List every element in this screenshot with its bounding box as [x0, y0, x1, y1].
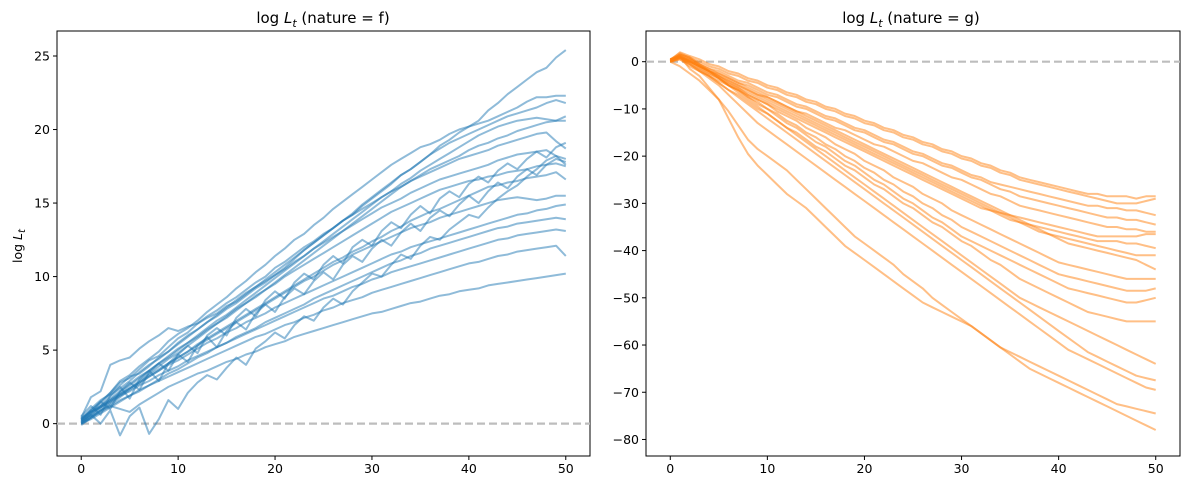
- series-line-16: [80, 155, 567, 437]
- x-axis-ticks: 0 10 20 30 40 50: [77, 456, 574, 476]
- y-tick-label: 0: [42, 416, 50, 431]
- series-line-18: [80, 141, 567, 425]
- y-tick-label: −30: [613, 196, 639, 211]
- series-line-8: [669, 56, 1156, 292]
- series-line-6: [670, 58, 1156, 323]
- series-line-5: [80, 119, 566, 425]
- series-line-12: [669, 56, 1156, 250]
- chart-title: log Lt (nature = f): [256, 9, 389, 30]
- y-tick-label: 20: [34, 122, 50, 137]
- y-axis-ticks: 0 5 10 15 20 25: [34, 49, 57, 431]
- series-line-8: [80, 162, 567, 423]
- series-group: [80, 49, 567, 437]
- plot-frame: [645, 30, 1181, 457]
- series-line-13: [670, 58, 1156, 238]
- x-tick-label: 40: [1051, 461, 1067, 476]
- y-tick-label: −80: [613, 432, 639, 447]
- y-tick-label: −10: [613, 101, 639, 116]
- series-line-12: [80, 216, 566, 425]
- series-line-15: [80, 272, 566, 426]
- series-line-11: [80, 203, 566, 420]
- x-tick-label: 20: [857, 461, 873, 476]
- series-line-4: [669, 56, 1156, 382]
- y-tick-label: −50: [613, 290, 639, 305]
- chart-title: log Lt (nature = g): [842, 9, 980, 30]
- series-line-7: [80, 149, 567, 420]
- series-line-10: [80, 194, 566, 422]
- series-line-2: [669, 60, 1157, 431]
- series-line-3: [670, 56, 1156, 391]
- y-axis-label: log Lt: [10, 228, 28, 263]
- y-tick-label: 10: [34, 269, 50, 284]
- y-tick-label: 0: [631, 54, 639, 69]
- series-line-14: [669, 54, 1156, 233]
- series-line-5: [669, 53, 1157, 365]
- series-group: [669, 51, 1157, 431]
- y-tick-label: 5: [42, 343, 50, 358]
- y-tick-label: 15: [34, 196, 50, 211]
- series-line-16: [670, 56, 1156, 217]
- x-tick-label: 30: [364, 461, 380, 476]
- x-axis-ticks: 0 10 20 30 40 50: [666, 456, 1164, 476]
- series-line-17: [80, 157, 567, 417]
- x-tick-label: 0: [77, 461, 85, 476]
- x-tick-label: 40: [461, 461, 477, 476]
- y-axis-ticks: 0 −10 −20 −30 −40 −50 −60 −70 −80: [613, 54, 646, 447]
- y-tick-label: −40: [613, 243, 639, 258]
- x-tick-label: 20: [267, 461, 283, 476]
- series-line-10: [669, 53, 1157, 271]
- y-tick-label: −60: [613, 338, 639, 353]
- x-tick-label: 50: [1148, 461, 1164, 476]
- series-line-6: [80, 131, 567, 422]
- y-tick-label: −20: [613, 149, 639, 164]
- series-line-15: [669, 56, 1156, 226]
- x-tick-label: 50: [558, 461, 574, 476]
- plot-frame: [56, 30, 591, 457]
- x-tick-label: 30: [954, 461, 970, 476]
- series-line-17: [669, 53, 1156, 205]
- x-tick-label: 10: [759, 461, 775, 476]
- panel-nature-f: log Lt (nature = f) log Lt 0 10 20 30 40 50 0…: [10, 9, 591, 476]
- y-tick-label: 25: [34, 49, 50, 64]
- x-tick-label: 10: [170, 461, 186, 476]
- x-tick-label: 0: [666, 461, 674, 476]
- series-line-1: [669, 55, 1156, 415]
- series-line-14: [80, 244, 567, 424]
- y-tick-label: −70: [613, 385, 639, 400]
- panel-nature-g: log Lt (nature = g) 0 10 20 30 40 50 0 −10 −20 −…: [613, 9, 1181, 476]
- series-line-2: [80, 94, 566, 420]
- series-line-18: [669, 51, 1156, 200]
